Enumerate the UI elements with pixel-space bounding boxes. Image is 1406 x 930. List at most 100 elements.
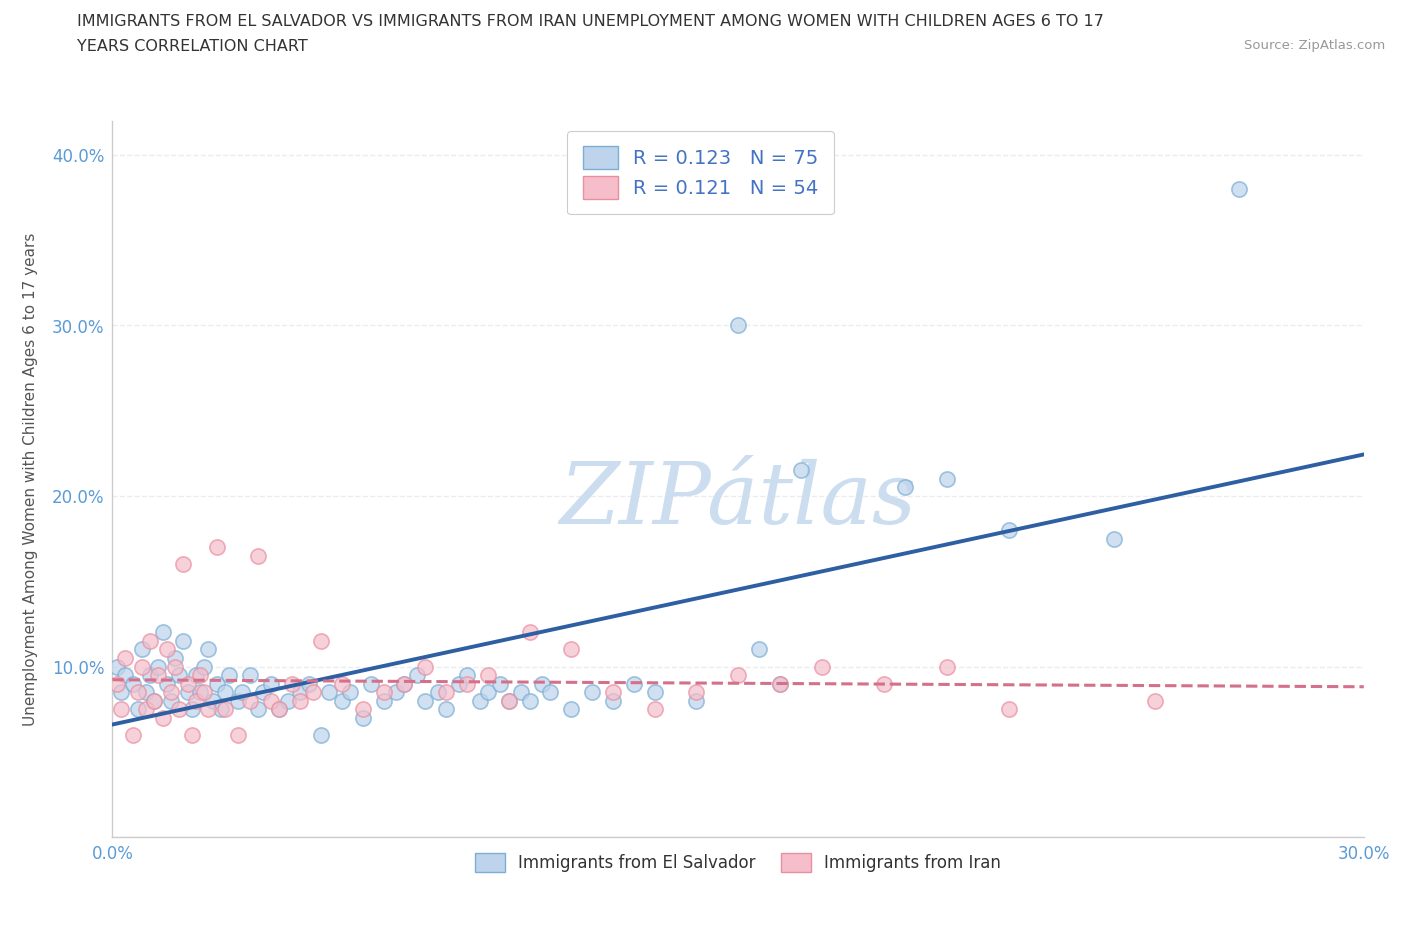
Point [297, 676, 319, 691]
Point [426, 684, 449, 699]
Point [218, 668, 240, 683]
Text: YEARS CORRELATION CHART: YEARS CORRELATION CHART [77, 39, 308, 54]
Point [167, 702, 190, 717]
Point [226, 693, 249, 708]
Point [498, 693, 520, 708]
Point [247, 549, 270, 564]
Point [309, 633, 332, 648]
Point [1227, 181, 1250, 196]
Point [247, 702, 270, 717]
Point [394, 676, 416, 691]
Point [623, 676, 645, 691]
Point [894, 480, 917, 495]
Point [301, 684, 323, 699]
Point [197, 702, 219, 717]
Y-axis label: Unemployment Among Women with Children Ages 6 to 17 years: Unemployment Among Women with Children A… [22, 232, 38, 725]
Point [122, 676, 145, 691]
Legend: Immigrants from El Salvador, Immigrants from Iran: Immigrants from El Salvador, Immigrants … [468, 846, 1008, 879]
Point [330, 693, 353, 708]
Point [727, 318, 749, 333]
Point [205, 676, 228, 691]
Point [110, 702, 132, 717]
Point [290, 693, 312, 708]
Point [176, 676, 198, 691]
Point [447, 676, 470, 691]
Point [114, 651, 136, 666]
Point [1144, 693, 1167, 708]
Point [188, 668, 211, 683]
Point [489, 676, 512, 691]
Point [135, 702, 157, 717]
Point [748, 642, 770, 657]
Point [769, 676, 792, 691]
Point [560, 642, 582, 657]
Text: Source: ZipAtlas.com: Source: ZipAtlas.com [1244, 39, 1385, 52]
Point [205, 539, 228, 554]
Point [602, 693, 624, 708]
Point [152, 625, 174, 640]
Point [152, 711, 174, 725]
Point [477, 668, 499, 683]
Point [290, 684, 312, 699]
Point [309, 727, 332, 742]
Text: IMMIGRANTS FROM EL SALVADOR VS IMMIGRANTS FROM IRAN UNEMPLOYMENT AMONG WOMEN WIT: IMMIGRANTS FROM EL SALVADOR VS IMMIGRANT… [77, 14, 1104, 29]
Point [727, 668, 749, 683]
Point [167, 668, 190, 683]
Point [156, 676, 179, 691]
Point [139, 633, 162, 648]
Point [176, 684, 198, 699]
Point [184, 668, 207, 683]
Point [231, 684, 253, 699]
Point [477, 684, 499, 699]
Point [1102, 531, 1125, 546]
Point [352, 702, 374, 717]
Point [148, 659, 170, 674]
Point [131, 659, 153, 674]
Point [260, 676, 283, 691]
Point [143, 693, 166, 708]
Point [519, 693, 541, 708]
Point [385, 684, 408, 699]
Point [269, 702, 291, 717]
Point [769, 676, 792, 691]
Point [413, 693, 436, 708]
Point [810, 659, 832, 674]
Point [239, 668, 262, 683]
Point [644, 702, 666, 717]
Point [277, 693, 299, 708]
Point [160, 693, 183, 708]
Point [373, 684, 395, 699]
Point [252, 684, 274, 699]
Point [180, 702, 202, 717]
Text: ZIPátlas: ZIPátlas [560, 459, 917, 542]
Point [135, 684, 157, 699]
Point [510, 684, 533, 699]
Point [180, 727, 202, 742]
Point [239, 693, 262, 708]
Point [790, 463, 813, 478]
Point [209, 702, 232, 717]
Point [127, 684, 149, 699]
Point [131, 642, 153, 657]
Point [498, 693, 520, 708]
Point [127, 702, 149, 717]
Point [394, 676, 416, 691]
Point [413, 659, 436, 674]
Point [139, 668, 162, 683]
Point [122, 727, 145, 742]
Point [538, 684, 561, 699]
Point [330, 676, 353, 691]
Point [188, 684, 211, 699]
Point [373, 693, 395, 708]
Point [456, 676, 478, 691]
Point [360, 676, 382, 691]
Point [581, 684, 603, 699]
Point [148, 668, 170, 683]
Point [201, 693, 224, 708]
Point [156, 642, 179, 657]
Point [172, 633, 194, 648]
Point [998, 702, 1021, 717]
Point [110, 684, 132, 699]
Point [531, 676, 554, 691]
Point [519, 625, 541, 640]
